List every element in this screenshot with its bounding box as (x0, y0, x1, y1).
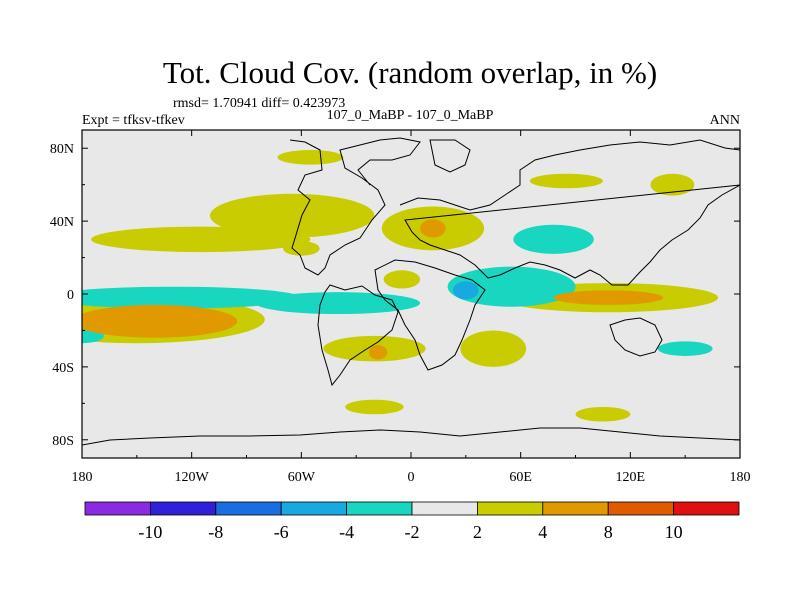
chart-title: Tot. Cloud Cov. (random overlap, in %) (163, 55, 657, 90)
colorbar-label: -6 (274, 522, 289, 542)
x-tick-label: 180 (730, 470, 751, 485)
anomaly-patch (383, 270, 421, 289)
y-tick-label: 0 (67, 288, 74, 303)
colorbar-label: 2 (473, 522, 482, 542)
colorbar-label: 8 (604, 522, 613, 542)
colorbar-swatch (476, 501, 544, 516)
x-tick-label: 60E (509, 470, 532, 485)
experiment-label: Expt = tfksv-tfkev (82, 113, 185, 128)
anomaly-patch (529, 173, 603, 189)
colorbar-swatch (542, 501, 609, 516)
y-tick-label: 40N (50, 215, 74, 230)
coast-greenland (429, 139, 471, 173)
period-label: 107_0_MaBP - 107_0_MaBP (327, 108, 494, 123)
anomaly-patch (657, 341, 713, 356)
anomaly-layer (82, 150, 719, 422)
colorbar-swatch (673, 501, 740, 516)
colorbar-swatch (280, 501, 348, 516)
coastlines (82, 137, 740, 446)
colorbar-label: -4 (339, 522, 354, 542)
x-tick-label: 0 (408, 470, 415, 485)
season-label: ANN (710, 113, 740, 128)
colorbar-swatch (84, 501, 151, 516)
x-tick-label: 180 (72, 470, 93, 485)
colorbar: -10 -8 -6 -4 -2 2 4 8 10 (84, 501, 740, 542)
stats-label: rmsd= 1.70941 diff= 0.423973 (173, 96, 345, 111)
x-tick-label: 60W (288, 470, 316, 485)
anomaly-patch (513, 224, 594, 254)
colorbar-swatch (215, 501, 282, 516)
colorbar-label: 10 (665, 522, 683, 542)
anomaly-patch (82, 304, 238, 338)
anomaly-patch (209, 193, 375, 238)
coast-south-america (317, 284, 399, 387)
anomaly-patch (460, 330, 527, 367)
anomaly-patch (420, 219, 446, 238)
coast-north-america (289, 137, 421, 276)
colorbar-swatch (607, 501, 675, 516)
anomaly-patch (368, 345, 388, 360)
coast-eurasia (399, 139, 740, 286)
colorbar-swatch (346, 501, 413, 516)
y-tick-label: 80N (50, 142, 74, 157)
x-tick-label: 120E (616, 470, 646, 485)
colorbar-label: -10 (138, 522, 162, 542)
anomaly-patch (82, 286, 302, 309)
anomaly-patch (453, 281, 479, 300)
coast-africa (374, 259, 486, 371)
x-tick-label: 120W (175, 470, 210, 485)
colorbar-label: -8 (208, 522, 223, 542)
y-tick-label: 80S (52, 434, 74, 449)
axis-ticks: 180 120W 60W 0 60E 120E 180 80N 40N 0 40S 80S (50, 130, 751, 485)
colorbar-label: 4 (538, 522, 547, 542)
anomaly-patch (575, 406, 631, 422)
anomaly-patch (447, 266, 576, 307)
anomaly-patch (255, 292, 421, 315)
y-tick-label: 40S (52, 361, 74, 376)
anomaly-patch (553, 290, 664, 305)
anomaly-patch (277, 150, 344, 165)
anomaly-patch (345, 399, 404, 415)
anomaly-patch (283, 241, 320, 256)
coast-australia (609, 317, 663, 357)
colorbar-swatch (149, 501, 217, 516)
colorbar-label: -2 (405, 522, 420, 542)
colorbar-swatch (411, 501, 478, 516)
coast-antarctica (82, 427, 740, 446)
anomaly-patch (650, 173, 695, 196)
